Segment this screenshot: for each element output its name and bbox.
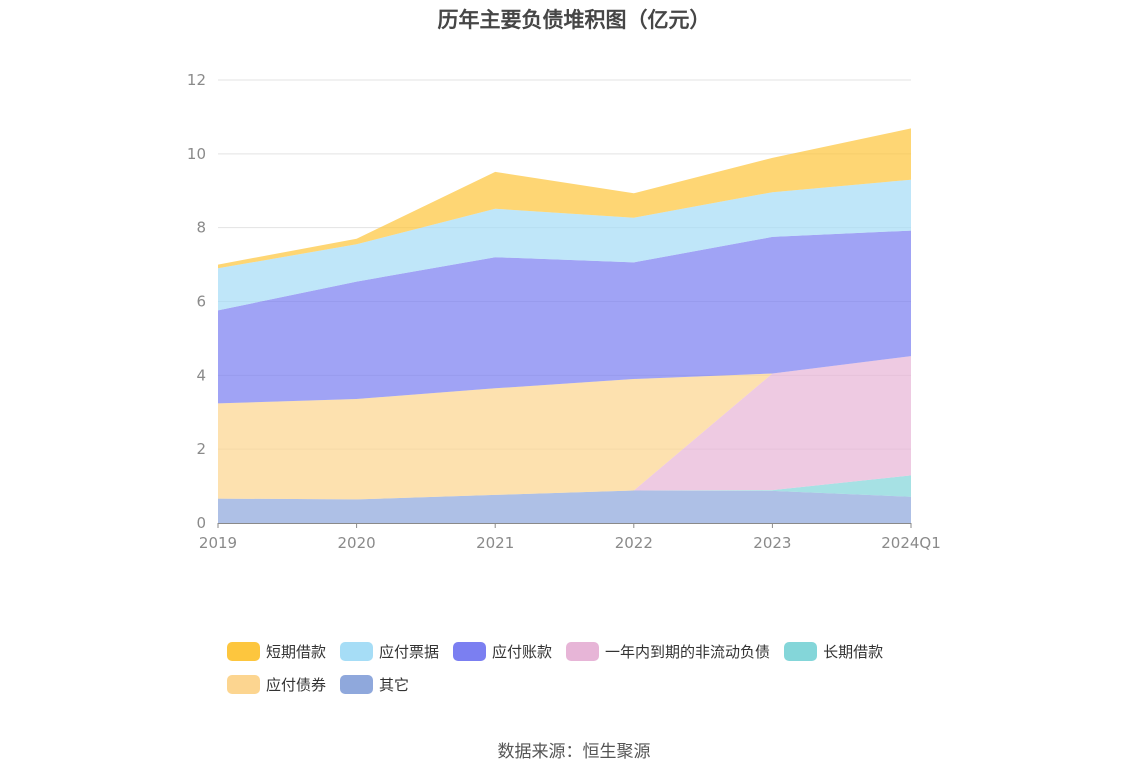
legend-item[interactable]: 一年内到期的非流动负债 — [566, 641, 770, 662]
area-0 — [218, 490, 911, 523]
y-tick-label: 10 — [187, 145, 206, 163]
y-tick-label: 8 — [196, 219, 206, 237]
data-source-note: 数据来源：恒生聚源 — [497, 742, 651, 762]
area-6 — [218, 128, 911, 269]
x-tick-label: 2019 — [199, 534, 237, 552]
legend-item[interactable]: 长期借款 — [784, 641, 883, 662]
legend-swatch — [227, 674, 260, 694]
y-tick-label: 0 — [196, 514, 206, 532]
y-tick-label: 12 — [187, 71, 206, 89]
legend-label: 一年内到期的非流动负债 — [605, 642, 771, 661]
legend-swatch — [784, 641, 818, 661]
legend-item[interactable]: 短期借款 — [227, 641, 326, 662]
legend-swatch — [227, 641, 260, 661]
legend-label: 其它 — [379, 675, 410, 694]
x-tick-label: 2022 — [615, 534, 653, 552]
y-tick-label: 2 — [196, 440, 206, 458]
legend-label: 应付票据 — [379, 642, 440, 661]
legend-item[interactable]: 其它 — [340, 674, 409, 695]
x-tick-label: 2020 — [338, 534, 376, 552]
x-tick-label: 2021 — [476, 534, 514, 552]
legend-item[interactable]: 应付票据 — [340, 641, 439, 662]
area-series — [218, 128, 911, 523]
legend-label: 应付账款 — [492, 642, 553, 661]
area-4 — [218, 230, 911, 404]
legend-row: 应付债券 其它 — [227, 673, 987, 695]
legend-item[interactable]: 应付债券 — [227, 674, 326, 695]
legend-swatch — [340, 641, 374, 661]
chart-title: 历年主要负债堆积图（亿元） — [437, 8, 711, 32]
legend: 短期借款 应付票据 应付账款 一年内到期的非流动负债 长期借款应付债券 其它 — [227, 640, 987, 706]
legend-row: 短期借款 应付票据 应付账款 一年内到期的非流动负债 长期借款 — [227, 640, 987, 662]
axes: 0 2 4 6 8 10 12 2019 2020 2021 2022 2023 2024Q1 — [187, 71, 941, 552]
legend-swatch — [340, 674, 374, 694]
area-2 — [218, 356, 911, 500]
legend-label: 长期借款 — [823, 642, 884, 661]
y-tick-label: 6 — [196, 293, 206, 311]
y-tick-label: 4 — [196, 366, 206, 384]
area-5 — [218, 179, 911, 311]
x-tick-label: 2023 — [753, 534, 791, 552]
legend-label: 应付债券 — [266, 675, 327, 694]
legend-swatch — [453, 641, 487, 661]
legend-item[interactable]: 应付账款 — [453, 641, 552, 662]
legend-label: 短期借款 — [266, 642, 327, 661]
x-tick-label: 2024Q1 — [881, 534, 941, 552]
area-3 — [218, 356, 911, 500]
legend-swatch — [566, 641, 600, 661]
